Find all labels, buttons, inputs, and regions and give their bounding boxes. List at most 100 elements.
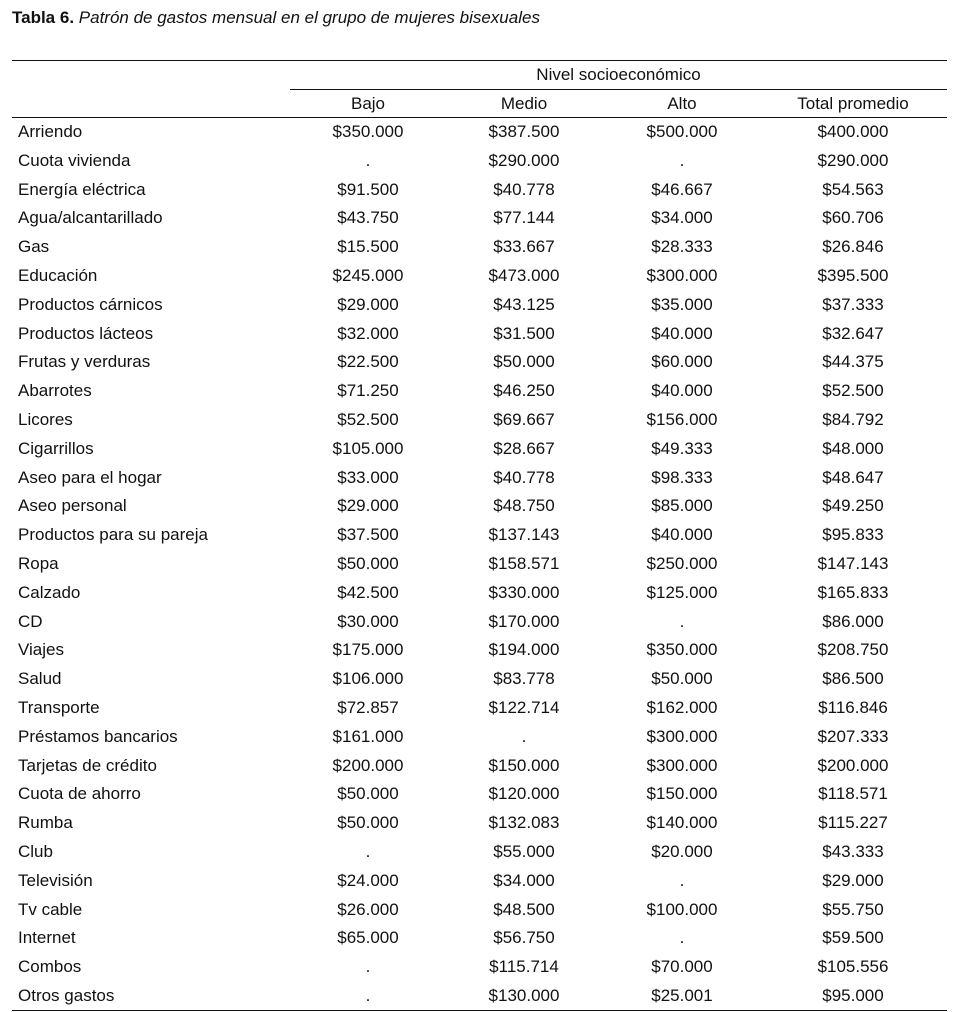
table-cell: $69.667 [493,410,555,429]
table-row: Licores $52.500 $69.667 $156.000 $84.792 [12,406,947,435]
table-cell: $48.750 [493,496,555,516]
row-label: Aseo para el hogar [18,467,162,487]
table-cell: $56.750 [493,928,555,948]
table-cell: $40.000 [651,323,713,343]
table-cell: $48.000 [822,438,884,458]
table-row: CD $30.000 $170.000. $86.000 [12,608,947,637]
table-cell: $300.000 [646,755,718,775]
table-cell: $115.714 [489,957,559,977]
row-label: Club [18,842,53,861]
table-row: Abarrotes $71.250 $46.250 $40.000 $52.500 [12,377,947,406]
table-row: Cuota vivienda. $290.000. $290.000 [12,147,947,176]
table-label: Tabla 6. [12,8,75,27]
table-cell: $32.647 [822,323,884,343]
table-cell: $122.714 [488,698,560,717]
table-cell: $32.000 [337,323,399,343]
col-header-total: Total promedio [797,94,909,113]
table-cell: $35.000 [651,294,713,314]
table-cell: $59.500 [822,928,884,948]
table-cell: . [679,928,685,948]
table-cell: $100.000 [646,899,718,919]
table-cell: $170.000 [488,611,560,631]
row-label: Rumba [18,813,73,833]
table-cell: $83.778 [493,669,555,689]
table-row: Tv cable $26.000 $48.500 $100.000 $55.750 [12,896,947,925]
row-label: Ropa [18,554,59,573]
table-caption: Patrón de gastos mensual en el grupo de … [78,8,540,27]
row-label: Productos lácteos [18,323,154,343]
table-cell: $387.500 [488,122,560,141]
row-label: Tarjetas de crédito [18,755,157,775]
table-cell: . [679,611,685,631]
table-cell: $84.792 [822,410,884,429]
row-label: Transporte [18,698,100,717]
bottom-rule [12,1010,947,1011]
table-cell: $50.000 [337,554,399,573]
table-cell: $42.500 [337,582,399,602]
table-cell: $147.143 [817,554,889,573]
top-rule [12,60,947,61]
table-cell: $350.000 [332,122,404,141]
table-cell: $34.000 [651,208,713,228]
row-label: Productos cárnicos [18,294,163,314]
table-row: Préstamos bancarios $161.000. $300.000 $207… [12,723,947,752]
table-cell: $91.500 [337,179,399,199]
table-row: Internet $65.000 $56.750. $59.500 [12,924,947,953]
table-cell: $43.750 [337,208,399,228]
table-cell: $40.778 [493,467,555,487]
table-cell: $71.250 [337,381,399,401]
table-cell: $43.125 [493,294,555,314]
row-label: Abarrotes [18,381,92,401]
table-cell: $31.500 [493,323,555,343]
table-row: Transporte $72.857 $122.714 $162.000 $116.84… [12,694,947,723]
table-cell: $50.000 [651,669,713,689]
table-cell: . [365,957,371,977]
header-rule [12,117,947,118]
table-cell: $95.833 [822,525,884,545]
table-row: Frutas y verduras $22.500 $50.000 $60.000 $4… [12,348,947,377]
table-cell: $40.000 [651,525,713,545]
row-label: Educación [18,266,98,285]
table-row: Televisión $24.000 $34.000. $29.000 [12,867,947,896]
table-cell: $60.706 [822,208,884,228]
col-header-alto: Alto [667,94,697,113]
table-cell: $55.750 [822,899,884,919]
table-cell: $28.667 [493,438,555,458]
table-cell: $200.000 [817,755,889,775]
table-cell: $46.667 [651,179,713,199]
table-cell: $162.000 [646,698,718,717]
col-header-bajo: Bajo [350,94,386,113]
table-cell: $50.000 [337,784,399,804]
table-cell: $161.000 [332,726,404,746]
row-label: Agua/alcantarillado [18,208,163,228]
group-rule [290,89,947,90]
table-cell: $150.000 [646,784,718,804]
row-label: Productos para su pareja [18,525,208,545]
row-label: Calzado [18,582,81,602]
table-cell: $300.000 [646,726,718,746]
row-label: Cuota de ahorro [18,784,141,804]
table-cell: $20.000 [651,842,713,861]
table-cell: $245.000 [332,266,404,285]
row-label: Combos [18,957,82,977]
table-row: Ropa $50.000 $158.571 $250.000 $147.143 [12,550,947,579]
table-row: Cigarrillos $105.000 $28.667 $49.333 $48.000 [12,435,947,464]
table-cell: $34.000 [493,870,555,890]
row-label: Tv cable [18,899,83,919]
table-cell: $50.000 [337,813,399,833]
table-cell: $350.000 [646,640,718,660]
table-cell: $118.571 [818,784,888,804]
table-cell: $46.250 [493,381,555,401]
table-cell: $48.500 [493,899,555,919]
table-row: Salud $106.000 $83.778 $50.000 $86.500 [12,665,947,694]
table-cell: . [679,870,685,890]
table-cell: $50.000 [493,352,555,372]
table-cell: $37.333 [822,294,884,314]
table-cell: $37.500 [337,525,399,545]
table-title: Tabla 6. Patrón de gastos mensual en el … [12,8,540,28]
table-cell: $15.500 [337,237,399,257]
row-label: Licores [18,410,73,429]
table-cell: $25.001 [651,986,713,1005]
table-cell: . [365,150,371,170]
table-cell: $115.227 [818,813,888,833]
